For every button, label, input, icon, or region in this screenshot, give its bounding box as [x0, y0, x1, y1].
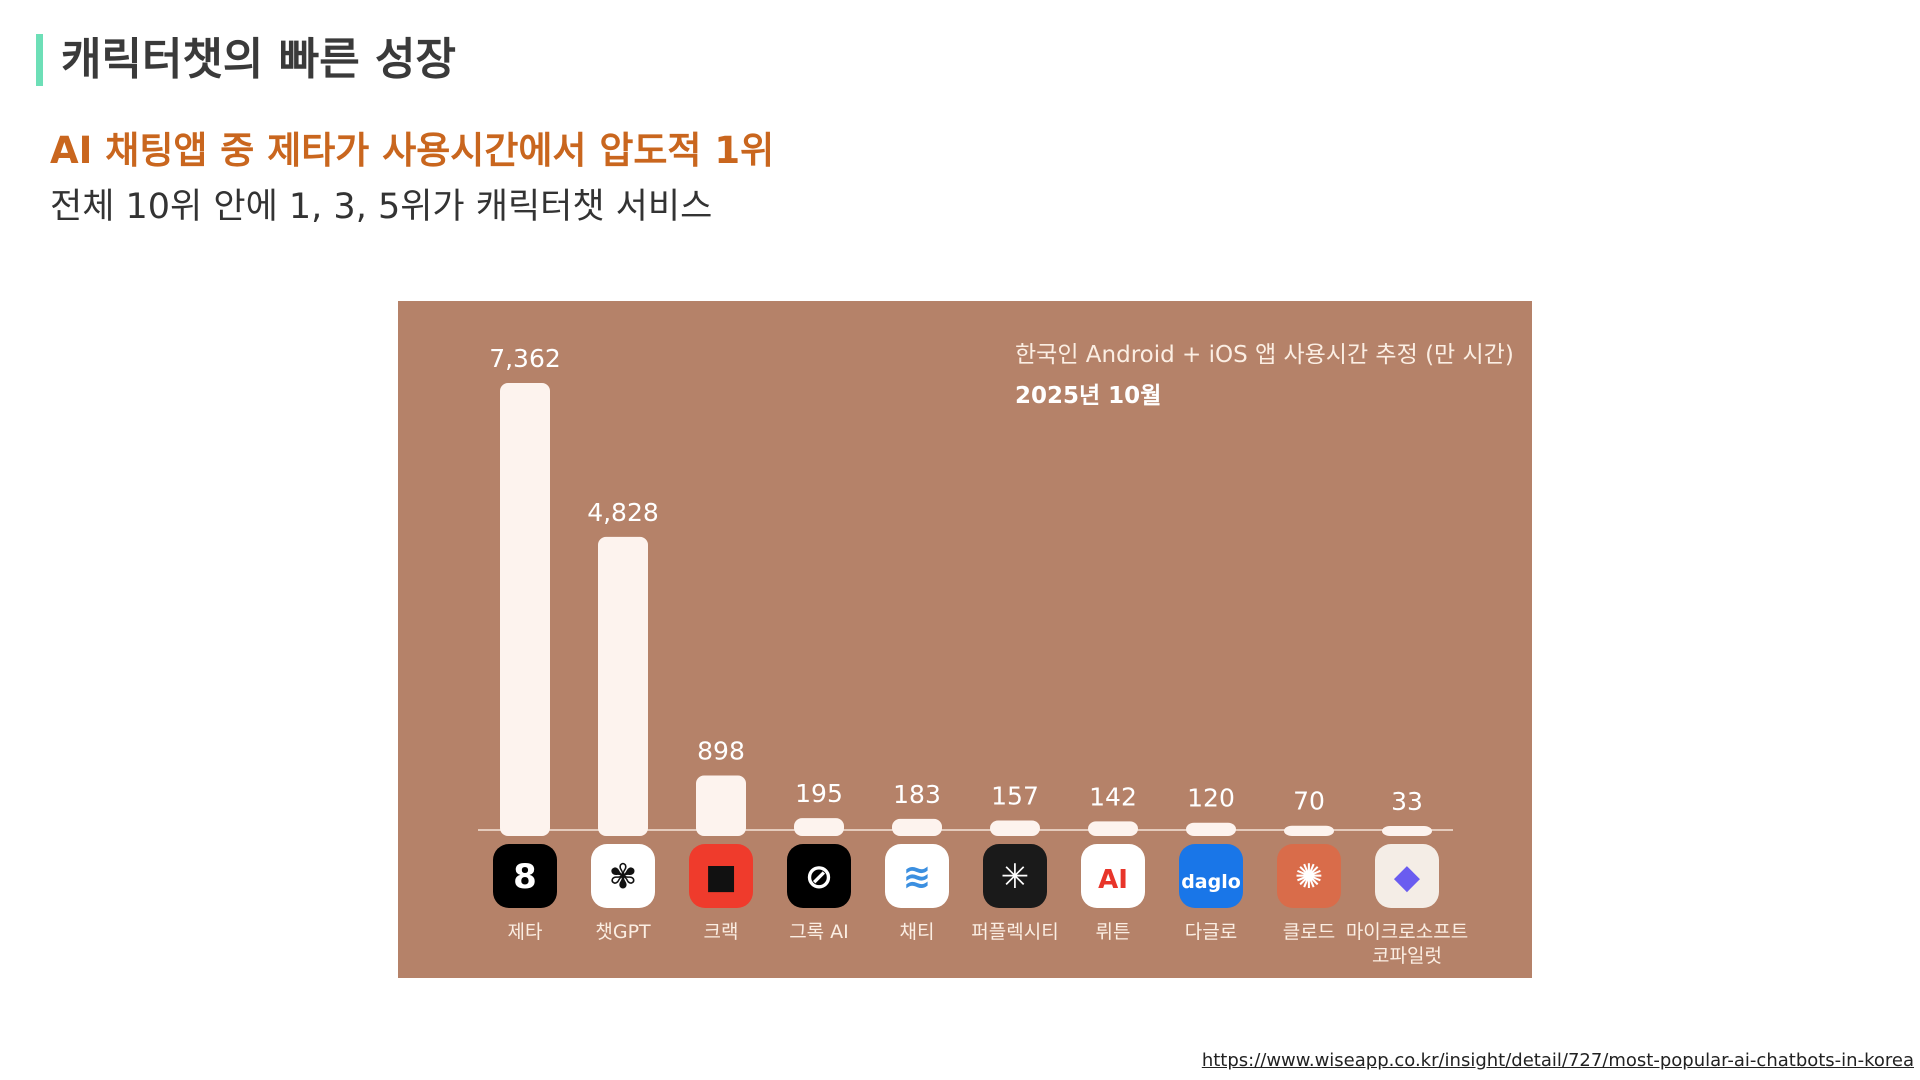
- data-label: 157: [991, 781, 1039, 810]
- data-label: 195: [795, 779, 843, 808]
- perplexity-icon: ✳: [983, 844, 1047, 908]
- tick-label: 퍼플렉시티: [971, 921, 1058, 943]
- svg-text:daglo: daglo: [1181, 871, 1241, 893]
- bar: [1284, 825, 1334, 836]
- tick-label: 코파일럿: [1372, 945, 1442, 967]
- tick-label: 그록 AI: [789, 921, 849, 943]
- bar: [1186, 822, 1236, 836]
- bar-chart: 7,362 8 제타 4,828 ✾ 챗GPT 898 ■ 크랙 195 ⊘ 그록 AI 183 ≋ 채티 1…: [478, 344, 1468, 967]
- chatgpt-icon: ✾: [591, 844, 655, 908]
- data-label: 4,828: [587, 498, 659, 527]
- source-link[interactable]: https://www.wiseapp.co.kr/insight/detail…: [1201, 1050, 1914, 1071]
- bar: [794, 818, 844, 836]
- svg-text:✾: ✾: [609, 857, 638, 897]
- grok-icon: ⊘: [787, 844, 851, 908]
- chart-date: 2025년 10월: [1015, 383, 1162, 409]
- headline-highlight: AI 채팅앱 중 제타가 사용시간에서 압도적 1위: [50, 129, 775, 172]
- zeta-icon: 8: [493, 844, 557, 908]
- tick-label: 마이크로소프트: [1346, 921, 1468, 943]
- headline-detail: 전체 10위 안에 1, 3, 5위가 캐릭터챗 서비스: [50, 187, 713, 227]
- copilot-icon: ◆: [1375, 844, 1439, 908]
- data-label: 33: [1391, 787, 1423, 816]
- svg-text:⊘: ⊘: [805, 857, 834, 897]
- data-label: 7,362: [489, 344, 561, 373]
- tick-label: 채티: [900, 921, 935, 943]
- bar: [990, 820, 1040, 836]
- svg-text:■: ■: [705, 857, 737, 897]
- svg-text:≋: ≋: [903, 857, 932, 897]
- chatty-icon: ≋: [885, 844, 949, 908]
- chart-panel: 7,362 8 제타 4,828 ✾ 챗GPT 898 ■ 크랙 195 ⊘ 그록 AI 183 ≋ 채티 1…: [398, 301, 1532, 978]
- tick-label: 크랙: [704, 921, 739, 943]
- svg-text:◆: ◆: [1394, 857, 1421, 897]
- bar: [1382, 826, 1432, 836]
- data-label: 120: [1187, 784, 1235, 813]
- bar: [696, 775, 746, 836]
- tick-label: 클로드: [1283, 921, 1335, 943]
- bar: [500, 383, 550, 836]
- data-label: 183: [893, 780, 941, 809]
- tick-label: 제타: [508, 921, 543, 943]
- chart-caption: 한국인 Android + iOS 앱 사용시간 추정 (만 시간): [1015, 342, 1514, 368]
- data-label: 898: [697, 736, 745, 765]
- wrtn-icon: AI: [1081, 844, 1145, 908]
- tick-label: 다글로: [1185, 921, 1237, 943]
- data-label: 142: [1089, 782, 1137, 811]
- crack-icon: ■: [689, 844, 753, 908]
- svg-text:AI: AI: [1098, 865, 1128, 895]
- svg-text:✺: ✺: [1295, 857, 1324, 897]
- tick-label: 챗GPT: [595, 921, 651, 943]
- slide-title: 캐릭터챗의 빠른 성장: [36, 34, 456, 86]
- daglo-icon: daglo: [1179, 844, 1243, 908]
- data-label: 70: [1293, 787, 1325, 816]
- bar: [892, 818, 942, 836]
- bar: [1088, 821, 1138, 836]
- tick-label: 뤼튼: [1096, 921, 1131, 943]
- svg-text:8: 8: [513, 857, 537, 897]
- bar: [598, 536, 648, 836]
- svg-text:✳: ✳: [1001, 857, 1030, 897]
- claude-icon: ✺: [1277, 844, 1341, 908]
